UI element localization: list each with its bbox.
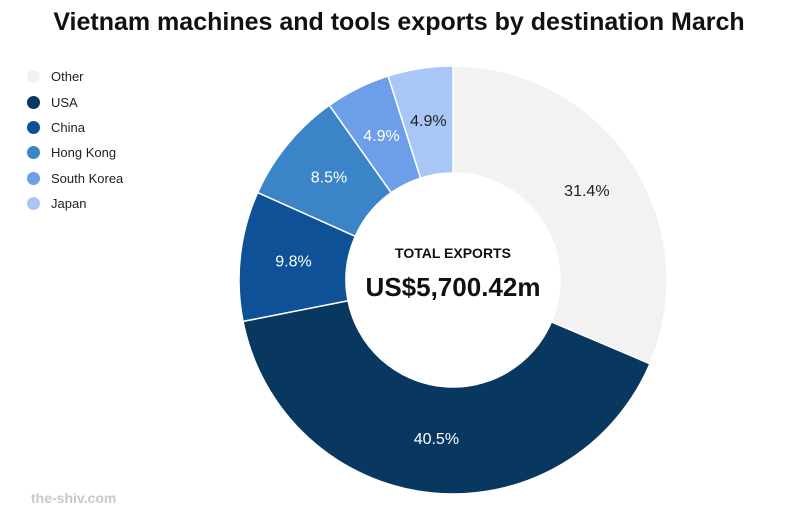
- legend-swatch: [27, 171, 40, 185]
- slice-data-label: 4.9%: [410, 113, 446, 130]
- donut-slice: [387, 65, 454, 179]
- chart-title: Vietnam machines and tools exports by de…: [53, 8, 745, 36]
- center-label: TOTAL EXPORTS: [395, 245, 511, 261]
- legend-label: USA: [51, 94, 78, 110]
- watermark: the-shiv.com: [31, 490, 117, 506]
- legend-label: Hong Kong: [51, 145, 117, 161]
- chart-legend: Other USA China Hong Kong South Korea Japan: [27, 64, 123, 216]
- legend-swatch: [27, 70, 40, 84]
- donut-slice: [452, 65, 668, 365]
- legend-item: South Korea: [27, 166, 123, 191]
- legend-label: China: [51, 119, 85, 135]
- legend-swatch: [27, 197, 40, 211]
- legend-swatch: [27, 146, 40, 160]
- slice-data-label: 9.8%: [275, 253, 311, 270]
- legend-label: Japan: [51, 196, 87, 212]
- slice-data-label: 4.9%: [363, 128, 399, 145]
- donut-slice: [242, 299, 651, 495]
- slice-data-label: 40.5%: [414, 431, 459, 448]
- slice-data-label: 8.5%: [311, 170, 347, 187]
- legend-item: Hong Kong: [27, 140, 123, 165]
- legend-swatch: [27, 120, 40, 134]
- slice-data-label: 31.4%: [564, 183, 609, 200]
- legend-label: Other: [51, 69, 84, 85]
- legend-item: Other: [27, 64, 123, 89]
- legend-item: USA: [27, 89, 123, 114]
- legend-item: China: [27, 115, 123, 140]
- legend-item: Japan: [27, 191, 123, 216]
- legend-swatch: [27, 95, 40, 109]
- center-total-value: US$5,700.42m: [366, 272, 541, 302]
- legend-label: South Korea: [51, 170, 124, 186]
